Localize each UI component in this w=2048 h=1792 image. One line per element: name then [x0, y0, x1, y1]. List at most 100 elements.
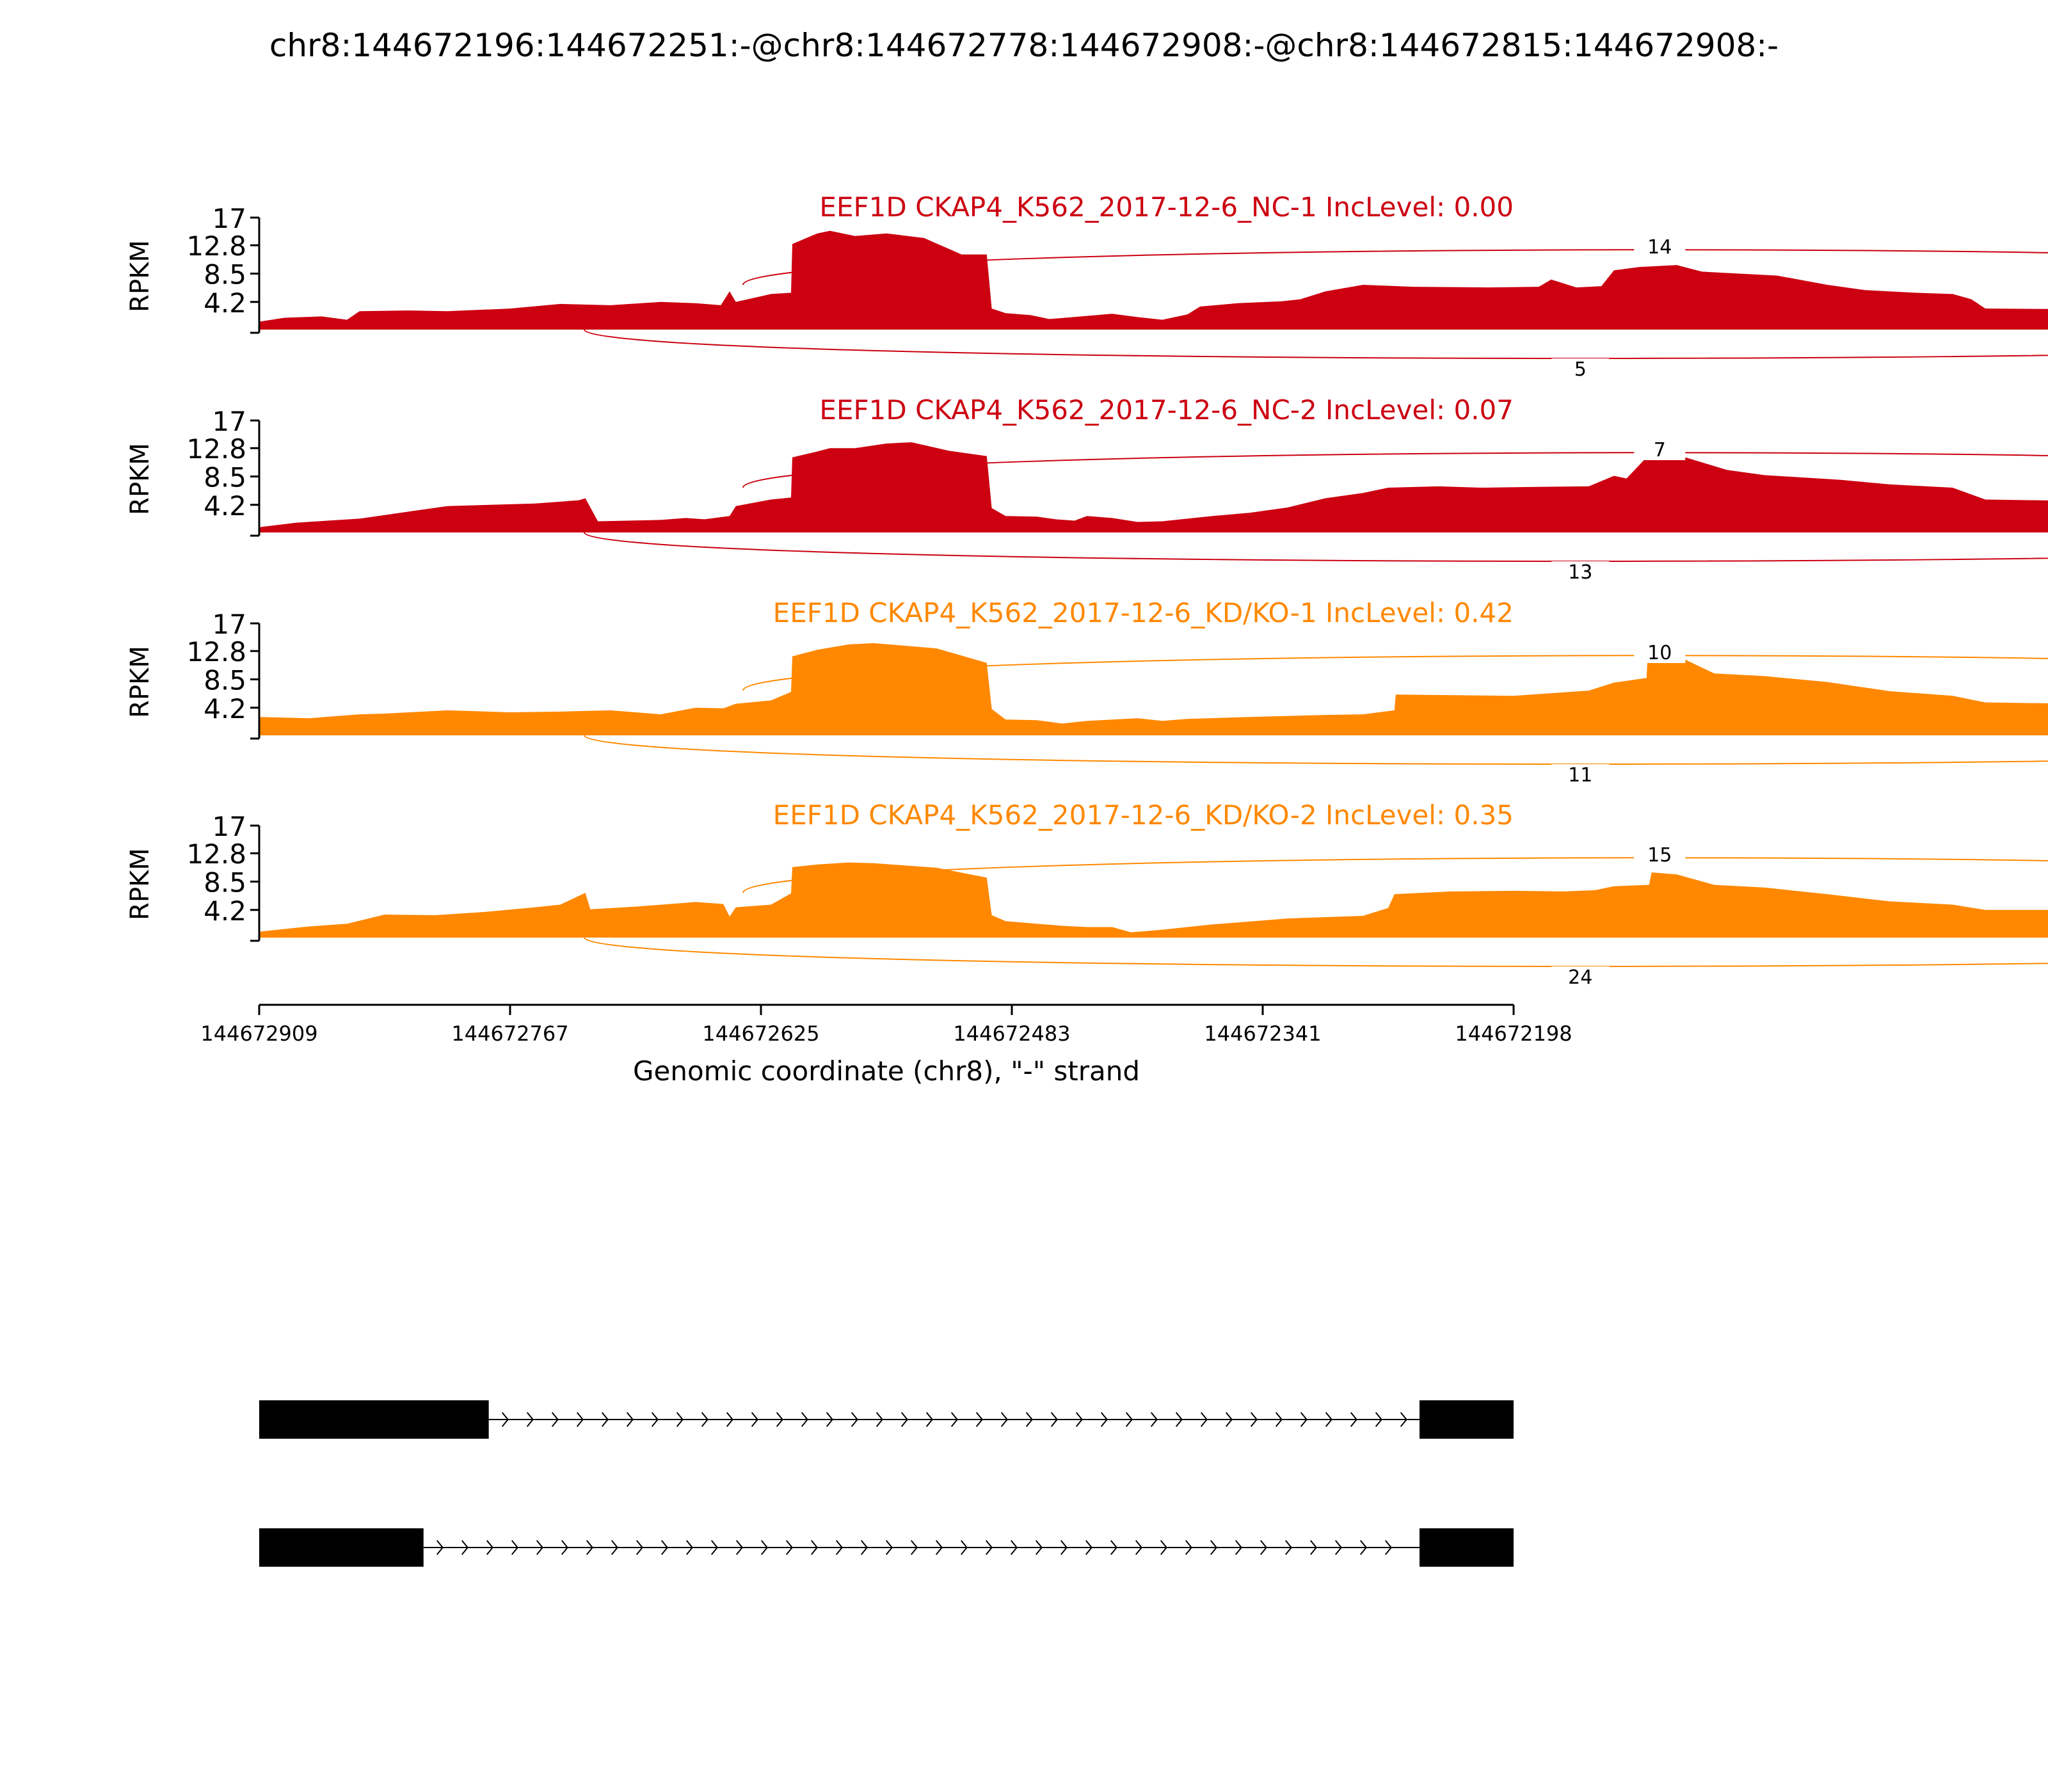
transcript-1: [259, 1400, 1514, 1439]
strand-arrow: [526, 1412, 534, 1427]
y-axis-label: RPKM: [125, 443, 155, 515]
exon-left: [259, 1528, 424, 1567]
strand-arrow: [636, 1540, 644, 1555]
x-tick-label: 144672909: [200, 1021, 317, 1046]
strand-arrow: [676, 1412, 684, 1427]
junction-label-bg: [1551, 966, 1610, 988]
y-tick-label: 8.5: [204, 867, 246, 899]
junction-count-lower: 24: [1568, 966, 1592, 989]
strand-arrow: [660, 1540, 669, 1555]
strand-arrow: [950, 1412, 958, 1427]
junction-label-bg: [1551, 561, 1610, 583]
strand-arrow: [876, 1412, 883, 1427]
y-axis-label: RPKM: [125, 240, 155, 312]
strand-arrow: [685, 1540, 694, 1555]
transcript-2: [259, 1528, 1514, 1567]
strand-arrow: [900, 1412, 908, 1427]
strand-arrow: [1260, 1540, 1268, 1555]
coverage-area: [259, 862, 2048, 938]
strand-arrow: [1235, 1540, 1243, 1555]
strand-arrow: [826, 1412, 833, 1427]
strand-arrow: [601, 1412, 609, 1427]
strand-arrow: [1200, 1412, 1208, 1427]
y-tick-label: 12.8: [186, 230, 246, 262]
strand-arrow: [925, 1412, 933, 1427]
x-tick-label: 144672767: [451, 1021, 568, 1046]
y-axis-label: RPKM: [125, 646, 155, 718]
strand-arrow: [1175, 1412, 1183, 1427]
strand-arrow: [810, 1540, 819, 1555]
strand-arrow: [1334, 1540, 1343, 1555]
coverage-area: [259, 643, 2048, 735]
strand-arrow: [851, 1412, 858, 1427]
strand-arrow: [1400, 1412, 1407, 1427]
junction-arc-lower: [584, 937, 2048, 967]
strand-arrow: [710, 1540, 719, 1555]
strand-arrow: [1284, 1540, 1293, 1555]
strand-arrow: [1275, 1412, 1283, 1427]
strand-arrow: [751, 1412, 758, 1427]
junction-label-bg: [1551, 764, 1610, 786]
strand-arrow: [1384, 1540, 1393, 1555]
strand-arrow: [885, 1540, 893, 1555]
strand-arrow: [985, 1540, 993, 1555]
strand-arrow: [651, 1412, 659, 1427]
y-tick-label: 4.2: [204, 895, 246, 927]
strand-arrow: [626, 1412, 634, 1427]
track-label: EEF1D CKAP4_K562_2017-12-6_NC-2 IncLevel…: [819, 394, 1514, 426]
y-tick-label: 8.5: [204, 665, 246, 696]
y-tick-label: 17: [212, 609, 246, 640]
strand-arrow: [1325, 1412, 1332, 1427]
strand-arrow: [1010, 1540, 1018, 1555]
junction-label-bg: [1634, 236, 1686, 257]
junction-count-lower: 11: [1568, 764, 1592, 787]
chart-title: chr8:144672196:144672251:-@chr8:14467277…: [269, 27, 1779, 64]
strand-arrow: [860, 1540, 868, 1555]
junction-label-bg: [1634, 641, 1686, 663]
strand-arrow: [486, 1540, 494, 1555]
junction-arc-lower: [584, 735, 2048, 765]
junction-label-bg: [1634, 844, 1686, 865]
strand-arrow: [1110, 1540, 1118, 1555]
strand-arrow: [1075, 1412, 1083, 1427]
strand-arrow: [1125, 1412, 1133, 1427]
track-label: EEF1D CKAP4_K562_2017-12-6_KD/KO-2 IncLe…: [773, 799, 1514, 831]
strand-arrow: [776, 1412, 783, 1427]
junction-count-lower: 5: [1574, 358, 1587, 381]
y-tick-label: 12.8: [186, 636, 246, 668]
y-tick-label: 12.8: [186, 433, 246, 465]
junction-arc-lower: [584, 532, 2048, 562]
strand-arrow: [960, 1540, 968, 1555]
y-tick-label: 17: [212, 203, 246, 234]
strand-arrow: [551, 1412, 559, 1427]
junction-count-upper: 7: [1654, 439, 1666, 461]
exon-right: [1420, 1528, 1514, 1567]
strand-arrow: [760, 1540, 769, 1555]
track-label: EEF1D CKAP4_K562_2017-12-6_NC-1 IncLevel…: [819, 191, 1514, 223]
strand-arrow: [1150, 1412, 1158, 1427]
x-tick-label: 144672198: [1455, 1021, 1572, 1046]
y-tick-label: 17: [212, 811, 246, 842]
y-tick-label: 17: [212, 406, 246, 437]
strand-arrow: [835, 1540, 844, 1555]
strand-arrow: [1309, 1540, 1318, 1555]
strand-arrow: [1050, 1412, 1058, 1427]
strand-arrow: [1300, 1412, 1308, 1427]
strand-arrow: [1375, 1412, 1382, 1427]
junction-arc-lower: [584, 329, 2048, 359]
strand-arrow: [910, 1540, 918, 1555]
strand-arrow: [1359, 1540, 1368, 1555]
x-tick-label: 144672341: [1204, 1021, 1321, 1046]
x-axis-label: Genomic coordinate (chr8), "-" strand: [633, 1055, 1140, 1087]
x-tick-label: 144672483: [953, 1021, 1070, 1046]
strand-arrow: [461, 1540, 469, 1555]
strand-arrow: [801, 1412, 808, 1427]
strand-arrow: [1035, 1540, 1043, 1555]
junction-count-upper: 10: [1647, 642, 1672, 664]
junction-label-bg: [1634, 438, 1686, 460]
strand-arrow: [1250, 1412, 1258, 1427]
strand-arrow: [735, 1540, 744, 1555]
junction-count-upper: 14: [1647, 236, 1672, 259]
